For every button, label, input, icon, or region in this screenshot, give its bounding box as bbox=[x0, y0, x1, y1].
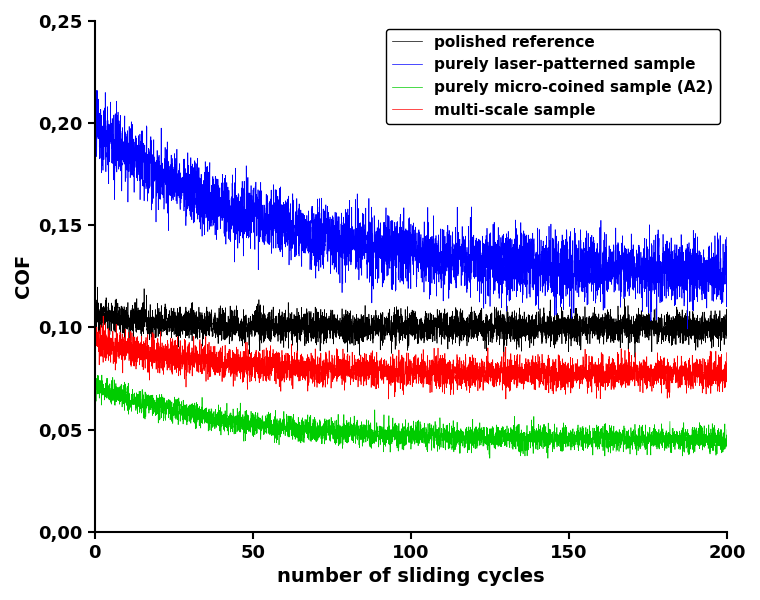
purely laser-patterned sample bbox=[93, 87, 102, 94]
purely micro-coined sample (A2) bbox=[562, 431, 572, 439]
X-axis label: number of sliding cycles: number of sliding cycles bbox=[277, 567, 545, 586]
purely laser-patterned sample bbox=[205, 168, 214, 175]
Y-axis label: COF: COF bbox=[14, 254, 33, 298]
purely micro-coined sample (A2) bbox=[610, 437, 619, 444]
multi-scale sample bbox=[502, 395, 511, 403]
polished reference bbox=[502, 323, 511, 330]
multi-scale sample bbox=[99, 313, 108, 320]
purely laser-patterned sample bbox=[723, 258, 732, 265]
purely laser-patterned sample bbox=[502, 262, 511, 269]
polished reference bbox=[723, 341, 732, 349]
polished reference bbox=[562, 317, 572, 324]
purely micro-coined sample (A2) bbox=[543, 455, 553, 462]
multi-scale sample bbox=[562, 380, 572, 388]
purely laser-patterned sample bbox=[90, 120, 100, 127]
multi-scale sample bbox=[205, 352, 214, 359]
Line: purely laser-patterned sample: purely laser-patterned sample bbox=[95, 91, 727, 329]
multi-scale sample bbox=[470, 371, 479, 379]
purely micro-coined sample (A2) bbox=[205, 424, 214, 431]
purely laser-patterned sample bbox=[610, 273, 619, 280]
polished reference bbox=[293, 354, 302, 361]
purely micro-coined sample (A2) bbox=[502, 437, 511, 445]
Line: purely micro-coined sample (A2): purely micro-coined sample (A2) bbox=[95, 373, 727, 458]
purely laser-patterned sample bbox=[683, 325, 692, 332]
multi-scale sample bbox=[332, 350, 341, 357]
polished reference bbox=[205, 319, 214, 326]
purely micro-coined sample (A2) bbox=[332, 416, 341, 424]
purely laser-patterned sample bbox=[470, 246, 479, 253]
Line: multi-scale sample: multi-scale sample bbox=[95, 316, 727, 399]
polished reference bbox=[332, 315, 341, 322]
polished reference bbox=[470, 320, 479, 327]
purely micro-coined sample (A2) bbox=[470, 440, 479, 447]
purely micro-coined sample (A2) bbox=[723, 446, 732, 454]
purely micro-coined sample (A2) bbox=[90, 369, 100, 376]
Legend: polished reference, purely laser-patterned sample, purely micro-coined sample (A: polished reference, purely laser-pattern… bbox=[385, 29, 720, 124]
purely laser-patterned sample bbox=[562, 235, 572, 242]
polished reference bbox=[610, 319, 619, 326]
polished reference bbox=[93, 284, 102, 291]
Line: polished reference: polished reference bbox=[95, 287, 727, 358]
multi-scale sample bbox=[723, 346, 732, 353]
multi-scale sample bbox=[90, 326, 100, 334]
multi-scale sample bbox=[502, 384, 511, 391]
multi-scale sample bbox=[610, 383, 619, 391]
purely laser-patterned sample bbox=[332, 244, 341, 251]
polished reference bbox=[90, 311, 100, 319]
